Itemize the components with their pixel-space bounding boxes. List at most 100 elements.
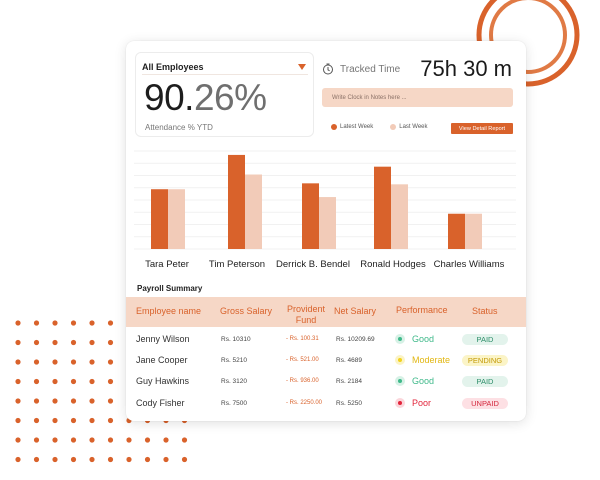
decorative-dot [70, 437, 77, 443]
header-provident-fund-line1: Provident [286, 304, 326, 314]
decorative-dot [70, 456, 77, 463]
decorative-dot [181, 437, 188, 443]
chart-category-label: Ronald Hodges [360, 259, 426, 270]
gross-salary: Rs. 5210 [221, 356, 248, 364]
performance: Moderate [395, 349, 450, 371]
status-badge: UNPAID [462, 397, 508, 409]
header-performance: Performance [396, 305, 448, 315]
decorative-dot [33, 437, 40, 443]
chart-category-label: Charles Williams [433, 259, 505, 270]
clock-icon [323, 63, 333, 75]
performance-dot-icon [395, 398, 405, 408]
decorative-dot [107, 456, 114, 463]
bar-latest-week[interactable] [302, 183, 319, 249]
weekly-hours-bar-chart [134, 150, 516, 250]
performance-dot-icon [395, 355, 405, 365]
decorative-dot [89, 417, 95, 424]
decorative-dot [70, 320, 77, 326]
legend-swatch-latest [331, 124, 337, 130]
table-row[interactable]: Jenny Wilson Rs. 10310 - Rs. 100.31 Rs. 102… [126, 328, 526, 350]
table-row[interactable]: Jane Cooper Rs. 5210 - Rs. 521.00 Rs. 4689 M… [126, 349, 526, 371]
decorative-dot [52, 437, 58, 443]
provident-fund: - Rs. 521.00 [286, 357, 319, 363]
decorative-dot [52, 359, 58, 365]
header-status: Status [472, 306, 498, 316]
view-detail-report-button[interactable]: View Detail Report [451, 123, 513, 134]
decorative-dot [15, 456, 21, 463]
decorative-dot [107, 398, 114, 404]
decorative-dot [89, 339, 95, 346]
decorative-dot [52, 398, 58, 404]
attendance-label: Attendance % YTD [145, 123, 213, 132]
decorative-dot [33, 417, 40, 424]
decorative-dot [15, 378, 21, 385]
attendance-value: 90.26% [144, 79, 267, 116]
decorative-rings [476, 0, 580, 87]
decorative-dot [70, 417, 77, 424]
decorative-dot [144, 437, 151, 443]
chart-category-label: Tara Peter [145, 259, 189, 270]
status-badge: PAID [462, 333, 508, 345]
decorative-dot [70, 378, 77, 385]
decorative-dot [33, 320, 40, 326]
bar-latest-week[interactable] [228, 154, 245, 249]
caret-down-icon[interactable] [298, 63, 306, 70]
decorative-dot [107, 320, 114, 326]
decorative-dot [15, 398, 21, 404]
decorative-dot [107, 378, 114, 385]
bar-latest-week[interactable] [374, 166, 391, 249]
status: PAID [462, 370, 508, 392]
decorative-dot [33, 456, 40, 463]
decorative-dot [89, 359, 95, 365]
performance: Good [395, 370, 434, 392]
employee-filter-label: All Employees [142, 61, 204, 72]
decorative-dot [70, 339, 77, 346]
decorative-dot [89, 320, 95, 326]
status: PENDING [462, 349, 508, 371]
legend-latest-week: Latest Week [331, 124, 373, 130]
performance-dot-icon [395, 376, 405, 386]
status: UNPAID [462, 392, 508, 414]
decorative-dot [33, 339, 40, 346]
decorative-dot [107, 339, 114, 346]
status-badge: PENDING [462, 354, 508, 366]
bar-last-week[interactable] [319, 197, 336, 249]
legend-swatch-last [390, 124, 397, 130]
bar-last-week[interactable] [465, 213, 482, 249]
decorative-dot [15, 359, 21, 365]
bar-last-week[interactable] [168, 189, 185, 249]
net-salary: Rs. 5250 [336, 399, 363, 407]
performance-label: Moderate [412, 355, 451, 365]
clock-in-notes-input[interactable]: Write Clock in Notes here ... [322, 88, 513, 107]
gross-salary: Rs. 7500 [221, 399, 248, 407]
performance-label: Good [412, 376, 435, 386]
gross-salary: Rs. 10310 [221, 335, 251, 343]
employee-name: Cody Fisher [136, 398, 185, 408]
attendance-panel: All Employees 90.26% Attendance % YTD [135, 52, 314, 137]
chart-category-label: Tim Peterson [208, 259, 266, 270]
decorative-dot [107, 417, 114, 424]
performance-label: Good [412, 334, 435, 344]
gross-salary: Rs. 3120 [221, 377, 248, 385]
provident-fund: - Rs. 100.31 [286, 336, 319, 342]
decorative-dot [70, 398, 77, 404]
table-row[interactable]: Cody Fisher Rs. 7500 - Rs. 2250.00 Rs. 5250… [126, 392, 526, 414]
legend-last-week: Last Week [390, 124, 428, 130]
decorative-dot [15, 437, 21, 443]
bar-latest-week[interactable] [448, 213, 465, 249]
tracked-time-value: 75h 30 m [420, 56, 512, 81]
legend-latest-label: Latest Week [340, 124, 374, 130]
performance: Good [395, 328, 434, 350]
header-provident-fund-line2: Fund [295, 315, 317, 325]
employee-filter-dropdown[interactable]: All Employees [142, 59, 308, 75]
tracked-time-label: Tracked Time [340, 63, 401, 75]
attendance-value-dec: 26% [193, 77, 267, 118]
table-row[interactable]: Guy Hawkins Rs. 3120 - Rs. 936.00 Rs. 2184 G… [126, 370, 526, 392]
chart-category-label: Derrick B. Bendel [276, 259, 350, 270]
bar-latest-week[interactable] [151, 189, 168, 249]
bar-last-week[interactable] [245, 174, 262, 249]
tracked-time-row: Tracked Time 75h 30 m [322, 56, 514, 81]
bar-last-week[interactable] [391, 184, 408, 249]
chart-legend: Latest Week Last Week [331, 124, 440, 130]
performance-dot-icon [395, 334, 405, 344]
